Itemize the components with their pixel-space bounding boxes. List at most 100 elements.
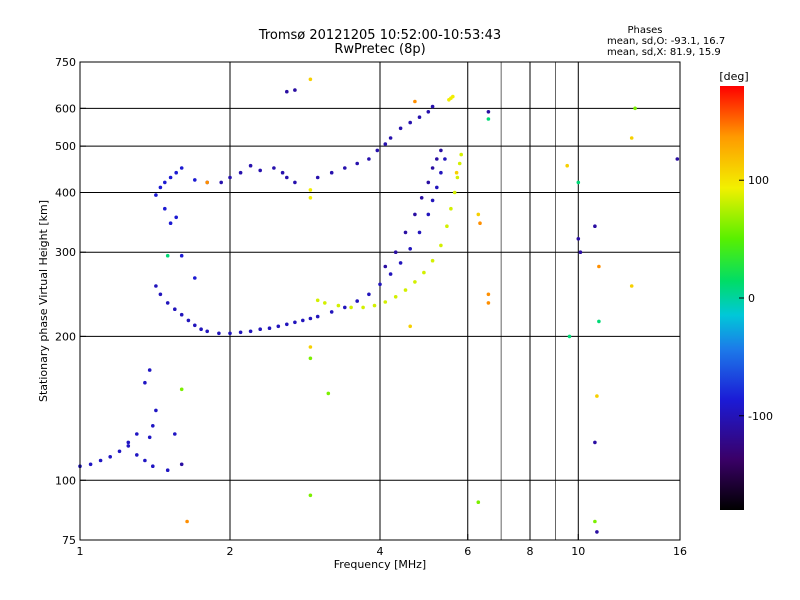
echo-point xyxy=(126,440,131,445)
chart-title: Tromsø 20121205 10:52:00-10:53:43 xyxy=(258,28,501,43)
echo-point xyxy=(219,180,223,185)
echo-point xyxy=(595,530,599,534)
y-tick-label: 500 xyxy=(55,140,76,153)
echo-point xyxy=(486,292,491,297)
echo-point xyxy=(439,170,443,175)
echo-point xyxy=(597,319,601,324)
echo-point xyxy=(293,180,297,185)
x-tick-label: 2 xyxy=(227,545,234,558)
echo-point xyxy=(422,270,426,275)
echo-point xyxy=(486,301,491,305)
echo-point xyxy=(154,408,158,413)
y-tick-label: 75 xyxy=(62,534,76,547)
echo-point xyxy=(452,190,457,195)
echo-point xyxy=(285,322,289,327)
echo-point xyxy=(308,196,313,200)
echo-point xyxy=(426,110,431,114)
echo-point xyxy=(179,462,184,467)
echo-point xyxy=(576,180,581,185)
echo-point xyxy=(393,250,398,254)
echo-point xyxy=(193,323,197,328)
echo-point xyxy=(272,166,276,170)
echo-point xyxy=(179,387,184,392)
echo-point xyxy=(629,136,634,140)
echo-point xyxy=(165,301,170,305)
y-tick-label: 600 xyxy=(55,102,76,115)
colorbar-tick-label: 0 xyxy=(748,292,755,305)
echo-point xyxy=(308,77,313,82)
echo-point xyxy=(154,284,158,288)
echo-point xyxy=(174,215,178,220)
echo-point xyxy=(419,196,424,200)
echo-point xyxy=(179,253,184,258)
echo-point xyxy=(308,493,313,498)
echo-point xyxy=(205,180,209,185)
echo-point xyxy=(293,88,297,92)
x-tick-label: 6 xyxy=(464,545,471,558)
echo-point xyxy=(329,310,334,314)
y-tick-label: 300 xyxy=(55,246,76,259)
echo-point xyxy=(199,327,203,332)
colorbar-tick-label: -100 xyxy=(748,410,773,423)
echo-point xyxy=(398,261,403,265)
echo-point xyxy=(186,318,191,323)
echo-point xyxy=(413,280,417,284)
y-tick-label: 750 xyxy=(55,56,76,69)
echo-point xyxy=(174,170,178,175)
grid-lines xyxy=(80,62,680,540)
colorbar-tick-label: 100 xyxy=(748,174,769,187)
echo-point xyxy=(451,94,455,99)
echo-point xyxy=(151,424,155,428)
echo-point xyxy=(595,394,599,398)
x-axis-label: Frequency [MHz] xyxy=(334,558,426,571)
echo-point xyxy=(193,276,197,280)
echo-point xyxy=(258,168,263,173)
phases-o-line: mean, sd,O: -93.1, 16.7 xyxy=(607,36,725,47)
echo-point xyxy=(248,329,253,334)
echo-point xyxy=(179,166,184,170)
echo-point xyxy=(293,320,297,325)
echo-point xyxy=(367,157,371,161)
echo-point xyxy=(276,324,281,329)
y-tick-label: 200 xyxy=(55,330,76,343)
echo-point xyxy=(426,180,431,185)
echo-point xyxy=(372,303,377,308)
x-tick-label: 10 xyxy=(571,545,585,558)
echo-point xyxy=(315,314,320,319)
echo-point xyxy=(413,99,417,104)
echo-point xyxy=(143,380,147,385)
colorbar-ticks: 100 0 -100 xyxy=(739,174,773,423)
x-tick-label: 8 xyxy=(527,545,534,558)
echo-point xyxy=(430,258,435,263)
echo-point xyxy=(435,157,439,161)
echo-point xyxy=(593,519,597,524)
echo-point xyxy=(629,284,634,288)
echo-point xyxy=(439,243,443,248)
echo-point xyxy=(478,221,482,225)
x-tick-label: 4 xyxy=(377,545,384,558)
echo-point xyxy=(417,115,422,119)
echo-point xyxy=(408,247,413,251)
y-axis-label: Stationary phase Virtual Height [km] xyxy=(37,200,50,402)
echo-point xyxy=(258,327,263,332)
echo-point xyxy=(135,453,139,457)
echo-point xyxy=(486,117,491,121)
echo-point xyxy=(154,193,158,197)
echo-point xyxy=(439,148,443,153)
echo-point xyxy=(593,224,597,228)
echo-point xyxy=(378,282,382,287)
echo-point xyxy=(228,175,232,180)
echo-point xyxy=(173,307,177,312)
echo-point xyxy=(126,444,131,448)
echo-point xyxy=(315,175,320,180)
echo-point xyxy=(355,299,360,303)
echo-point xyxy=(430,104,435,109)
echo-point xyxy=(435,185,439,190)
echo-point xyxy=(179,312,184,317)
echo-point xyxy=(248,163,253,168)
echo-point xyxy=(459,152,464,157)
echo-point xyxy=(308,316,313,321)
echo-point xyxy=(315,298,320,303)
echo-point xyxy=(375,148,380,153)
